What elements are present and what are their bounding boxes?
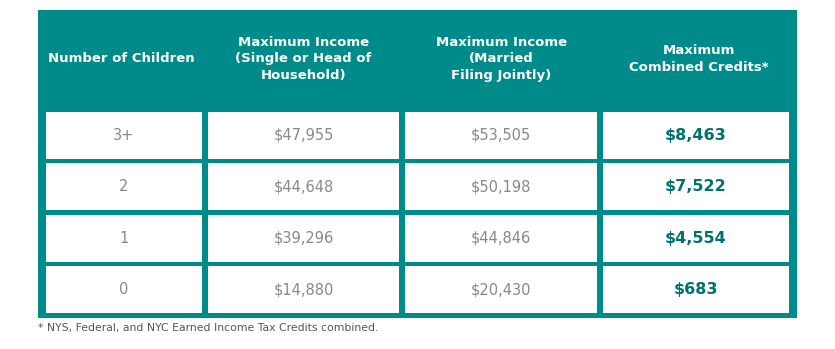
FancyBboxPatch shape — [46, 215, 202, 262]
FancyBboxPatch shape — [405, 163, 597, 210]
Text: $53,505: $53,505 — [471, 128, 531, 143]
FancyBboxPatch shape — [46, 266, 202, 313]
FancyBboxPatch shape — [405, 215, 597, 262]
Text: $20,430: $20,430 — [471, 282, 531, 297]
Text: 2: 2 — [119, 179, 129, 194]
Text: $50,198: $50,198 — [471, 179, 531, 194]
Text: $4,554: $4,554 — [665, 231, 726, 246]
Text: $7,522: $7,522 — [665, 179, 726, 194]
Text: Maximum Income
(Married
Filing Jointly): Maximum Income (Married Filing Jointly) — [436, 36, 567, 82]
Text: $8,463: $8,463 — [665, 128, 726, 143]
Text: 1: 1 — [119, 231, 129, 246]
FancyBboxPatch shape — [603, 112, 789, 159]
Text: $39,296: $39,296 — [273, 231, 334, 246]
FancyBboxPatch shape — [603, 163, 789, 210]
FancyBboxPatch shape — [208, 112, 399, 159]
FancyBboxPatch shape — [208, 266, 399, 313]
Text: Maximum
Combined Credits*: Maximum Combined Credits* — [629, 44, 768, 74]
FancyBboxPatch shape — [603, 266, 789, 313]
Text: $683: $683 — [674, 282, 718, 297]
Text: $44,846: $44,846 — [471, 231, 531, 246]
Text: $47,955: $47,955 — [273, 128, 334, 143]
FancyBboxPatch shape — [603, 215, 789, 262]
FancyBboxPatch shape — [38, 10, 797, 318]
FancyBboxPatch shape — [46, 112, 202, 159]
Text: 0: 0 — [119, 282, 129, 297]
Text: Number of Children: Number of Children — [48, 52, 195, 65]
Text: $14,880: $14,880 — [273, 282, 334, 297]
Text: $44,648: $44,648 — [273, 179, 334, 194]
Text: 3+: 3+ — [114, 128, 134, 143]
Text: * NYS, Federal, and NYC Earned Income Tax Credits combined.: * NYS, Federal, and NYC Earned Income Ta… — [38, 323, 378, 333]
FancyBboxPatch shape — [405, 112, 597, 159]
FancyBboxPatch shape — [46, 163, 202, 210]
FancyBboxPatch shape — [208, 215, 399, 262]
FancyBboxPatch shape — [405, 266, 597, 313]
FancyBboxPatch shape — [208, 163, 399, 210]
Text: Maximum Income
(Single or Head of
Household): Maximum Income (Single or Head of Househ… — [235, 36, 372, 82]
